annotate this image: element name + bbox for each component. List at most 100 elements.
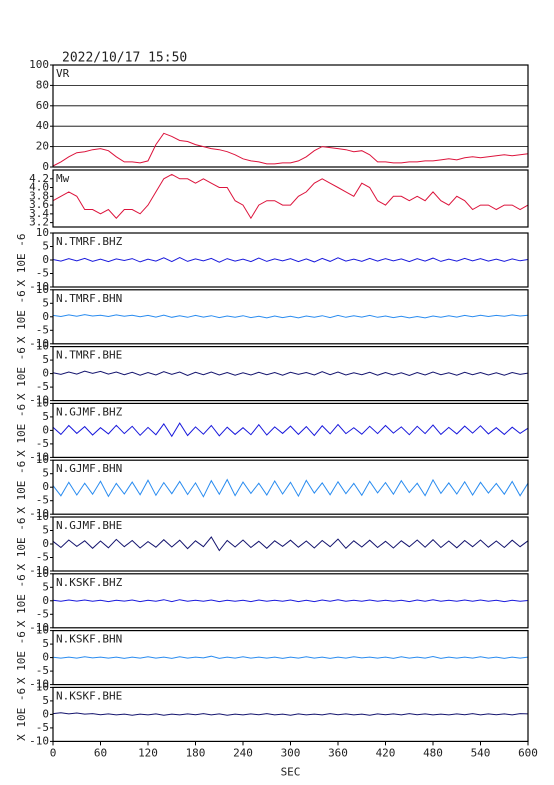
series-line	[52, 370, 529, 377]
y-tick-label: 5	[42, 637, 49, 650]
panel-frame	[52, 459, 529, 515]
y-tick-label: 5	[42, 410, 49, 423]
y-axis-label: X 10E -6	[15, 404, 28, 457]
panel-frame	[52, 346, 529, 402]
y-tick-label: 10	[36, 680, 49, 693]
series-line	[52, 257, 529, 263]
y-tick-label: 3.8	[29, 189, 49, 202]
y-axis-label: X 10E -6	[15, 234, 28, 287]
y-tick-label: -10	[29, 280, 49, 293]
panel-frame	[52, 402, 529, 458]
y-tick-label: 4.0	[29, 181, 49, 194]
y-tick-label: 5	[42, 467, 49, 480]
y-tick-label: 20	[36, 140, 49, 153]
y-tick-label: -5	[36, 437, 49, 450]
y-axis-label: X 10E -6	[15, 574, 28, 627]
x-tick-label: 60	[94, 746, 107, 759]
x-tick-label: 360	[328, 746, 348, 759]
panel-label: N.GJMF.BHE	[56, 519, 122, 532]
y-tick-label: 0	[42, 537, 49, 550]
panel-label: N.GJMF.BHN	[56, 462, 122, 475]
y-tick-label: -5	[36, 323, 49, 336]
y-tick-label: 10	[36, 283, 49, 296]
y-tick-label: 40	[36, 119, 49, 132]
y-axis-label: X 10E -6	[15, 688, 28, 741]
y-axis-label: X 10E -6	[15, 631, 28, 684]
y-tick-label: 80	[36, 78, 49, 91]
y-tick-label: 10	[36, 396, 49, 409]
y-axis-label: X 10E -6	[15, 518, 28, 571]
x-tick-label: 480	[423, 746, 443, 759]
series-line	[52, 599, 529, 603]
y-tick-label: 10	[36, 510, 49, 523]
x-tick-label: 0	[50, 746, 57, 759]
y-tick-label: -10	[29, 734, 49, 747]
panel-frame	[52, 629, 529, 686]
panel-label: N.TMRF.BHZ	[56, 235, 123, 248]
panel-label: N.TMRF.BHN	[56, 292, 122, 305]
x-tick-label: 180	[186, 746, 206, 759]
y-tick-label: -10	[29, 394, 49, 407]
y-tick-label: -5	[36, 551, 49, 564]
y-tick-label: -5	[36, 380, 49, 393]
panel-label: N.KSKF.BHE	[56, 689, 122, 702]
panel-frame	[52, 64, 529, 168]
y-tick-label: 5	[42, 694, 49, 707]
y-tick-label: -10	[29, 564, 49, 577]
panel-frame	[52, 573, 529, 629]
y-tick-label: 0	[42, 310, 49, 323]
series-line	[52, 712, 529, 716]
y-tick-label: 60	[36, 99, 49, 112]
series-line	[52, 478, 529, 498]
y-tick-label: -5	[36, 494, 49, 507]
y-tick-label: 10	[36, 340, 49, 353]
y-tick-label: 5	[42, 524, 49, 537]
y-tick-label: -5	[36, 664, 49, 677]
panel-label: N.TMRF.BHE	[56, 349, 122, 362]
series-line	[52, 314, 529, 319]
y-tick-label: 10	[36, 453, 49, 466]
x-tick-label: 300	[281, 746, 301, 759]
y-tick-label: -10	[29, 450, 49, 463]
y-tick-label: 4.2	[29, 172, 49, 185]
y-tick-label: 0	[42, 594, 49, 607]
x-tick-label: 600	[518, 746, 538, 759]
x-axis-label: SEC	[281, 765, 301, 778]
y-tick-label: 0	[42, 651, 49, 664]
x-tick-label: 240	[233, 746, 253, 759]
y-tick-label: -10	[29, 507, 49, 520]
y-tick-label: 5	[42, 580, 49, 593]
series-line	[52, 173, 529, 220]
chart-title: 2022/10/17 15:50	[62, 51, 187, 66]
y-tick-label: 10	[36, 567, 49, 580]
x-tick-label: 540	[471, 746, 491, 759]
y-tick-label: 0	[42, 423, 49, 436]
x-tick-label: 420	[376, 746, 396, 759]
y-tick-label: 0	[42, 367, 49, 380]
x-tick-label: 120	[138, 746, 158, 759]
y-tick-label: -10	[29, 678, 49, 691]
panel-label: N.GJMF.BHZ	[56, 405, 123, 418]
panel-label: N.KSKF.BHN	[56, 633, 122, 646]
series-line	[52, 655, 529, 659]
y-tick-label: -10	[29, 337, 49, 350]
panel-label: VR	[56, 67, 70, 80]
y-tick-label: 3.2	[29, 216, 49, 229]
y-axis-label: X 10E -6	[15, 347, 28, 400]
y-tick-label: 0	[42, 160, 49, 173]
y-tick-label: -5	[36, 607, 49, 620]
y-tick-label: 100	[29, 58, 49, 71]
panel-label: Mw	[56, 172, 70, 185]
y-tick-label: -5	[36, 721, 49, 734]
panel-frame	[52, 232, 529, 288]
panel-frame	[52, 289, 529, 345]
y-tick-label: 5	[42, 296, 49, 309]
panel-frame	[52, 686, 529, 743]
y-tick-label: 3.6	[29, 198, 49, 211]
y-tick-label: 5	[42, 240, 49, 253]
y-tick-label: 5	[42, 353, 49, 366]
y-tick-label: 0	[42, 480, 49, 493]
y-tick-label: -10	[29, 621, 49, 634]
y-axis-label: X 10E -6	[15, 290, 28, 343]
